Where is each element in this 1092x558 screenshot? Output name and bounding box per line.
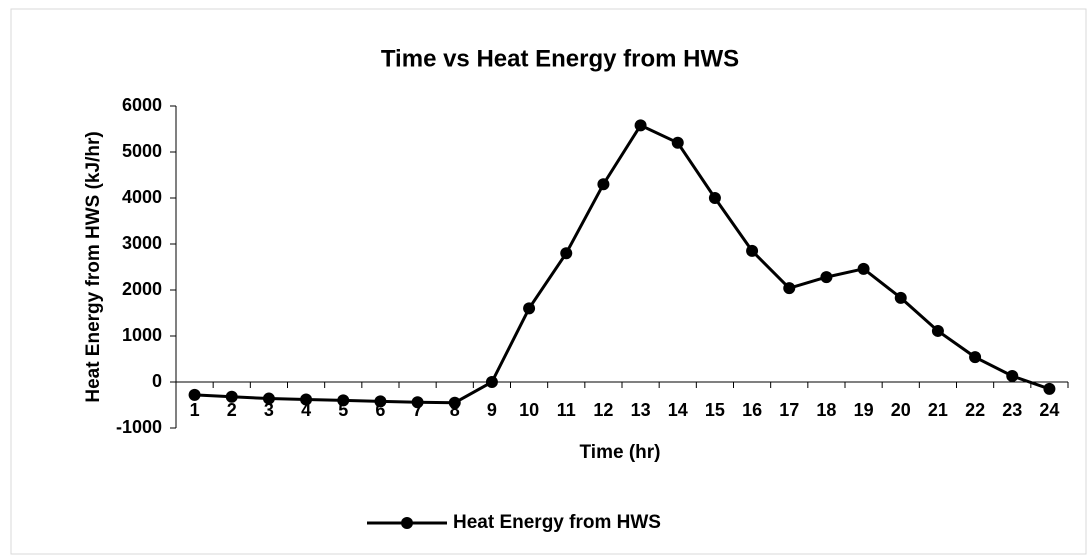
data-point bbox=[262, 392, 275, 405]
x-tick-label: 12 bbox=[593, 400, 613, 420]
data-point bbox=[1006, 370, 1019, 383]
x-tick-label: 15 bbox=[705, 400, 725, 420]
x-tick-label: 1 bbox=[190, 400, 200, 420]
x-tick-label: 13 bbox=[631, 400, 651, 420]
x-axis-title: Time (hr) bbox=[580, 442, 661, 463]
y-tick-label: -1000 bbox=[116, 417, 162, 437]
y-tick-label: 5000 bbox=[122, 141, 162, 161]
x-tick-label: 22 bbox=[965, 400, 985, 420]
x-tick-label: 9 bbox=[487, 400, 497, 420]
x-tick-label: 5 bbox=[338, 400, 348, 420]
y-tick-label: 3000 bbox=[122, 233, 162, 253]
data-point bbox=[857, 262, 870, 275]
data-point bbox=[1043, 382, 1056, 395]
data-point bbox=[671, 136, 684, 149]
data-point bbox=[634, 119, 647, 132]
data-point bbox=[523, 302, 536, 315]
data-point bbox=[448, 396, 461, 409]
y-tick-label: 6000 bbox=[122, 95, 162, 115]
data-point bbox=[820, 271, 833, 284]
data-point bbox=[374, 395, 387, 408]
data-point bbox=[411, 396, 424, 409]
x-tick-label: 19 bbox=[854, 400, 874, 420]
chart-title: Time vs Heat Energy from HWS bbox=[381, 45, 739, 72]
data-point bbox=[931, 324, 944, 337]
data-point bbox=[969, 351, 982, 364]
x-tick-label: 11 bbox=[557, 400, 576, 420]
data-point bbox=[337, 394, 350, 407]
x-tick-label: 8 bbox=[450, 400, 460, 420]
data-point bbox=[225, 390, 238, 403]
x-tick-label: 14 bbox=[668, 400, 688, 420]
x-tick-label: 6 bbox=[375, 400, 385, 420]
x-tick-label: 4 bbox=[301, 400, 311, 420]
x-tick-label: 7 bbox=[413, 400, 423, 420]
x-tick-label: 2 bbox=[227, 400, 237, 420]
x-tick-label: 17 bbox=[779, 400, 799, 420]
data-point bbox=[485, 376, 498, 388]
x-tick-label: 3 bbox=[264, 400, 274, 420]
x-tick-label: 16 bbox=[742, 400, 762, 420]
data-point bbox=[708, 192, 721, 204]
series-line bbox=[194, 123, 1050, 405]
x-tick-label: 24 bbox=[1039, 400, 1059, 420]
x-tick-label: 20 bbox=[891, 400, 911, 420]
y-tick-label: 4000 bbox=[122, 187, 162, 207]
data-point bbox=[746, 244, 759, 257]
y-axis-title: Heat Energy from HWS (kJ/hr) bbox=[83, 131, 104, 402]
y-tick-label: 0 bbox=[152, 371, 162, 391]
x-tick-label: 23 bbox=[1002, 400, 1022, 420]
y-tick-label: 1000 bbox=[122, 325, 162, 345]
data-point bbox=[560, 247, 573, 260]
data-point bbox=[300, 393, 313, 406]
y-tick-label: 2000 bbox=[122, 279, 162, 299]
legend-label: Heat Energy from HWS bbox=[453, 512, 661, 533]
x-tick-label: 18 bbox=[816, 400, 836, 420]
data-point bbox=[783, 282, 796, 295]
x-tick-label: 21 bbox=[928, 400, 948, 420]
legend-marker bbox=[401, 517, 413, 529]
data-point bbox=[894, 291, 907, 304]
data-point bbox=[597, 178, 610, 191]
x-tick-label: 10 bbox=[519, 400, 539, 420]
data-point bbox=[188, 388, 201, 401]
